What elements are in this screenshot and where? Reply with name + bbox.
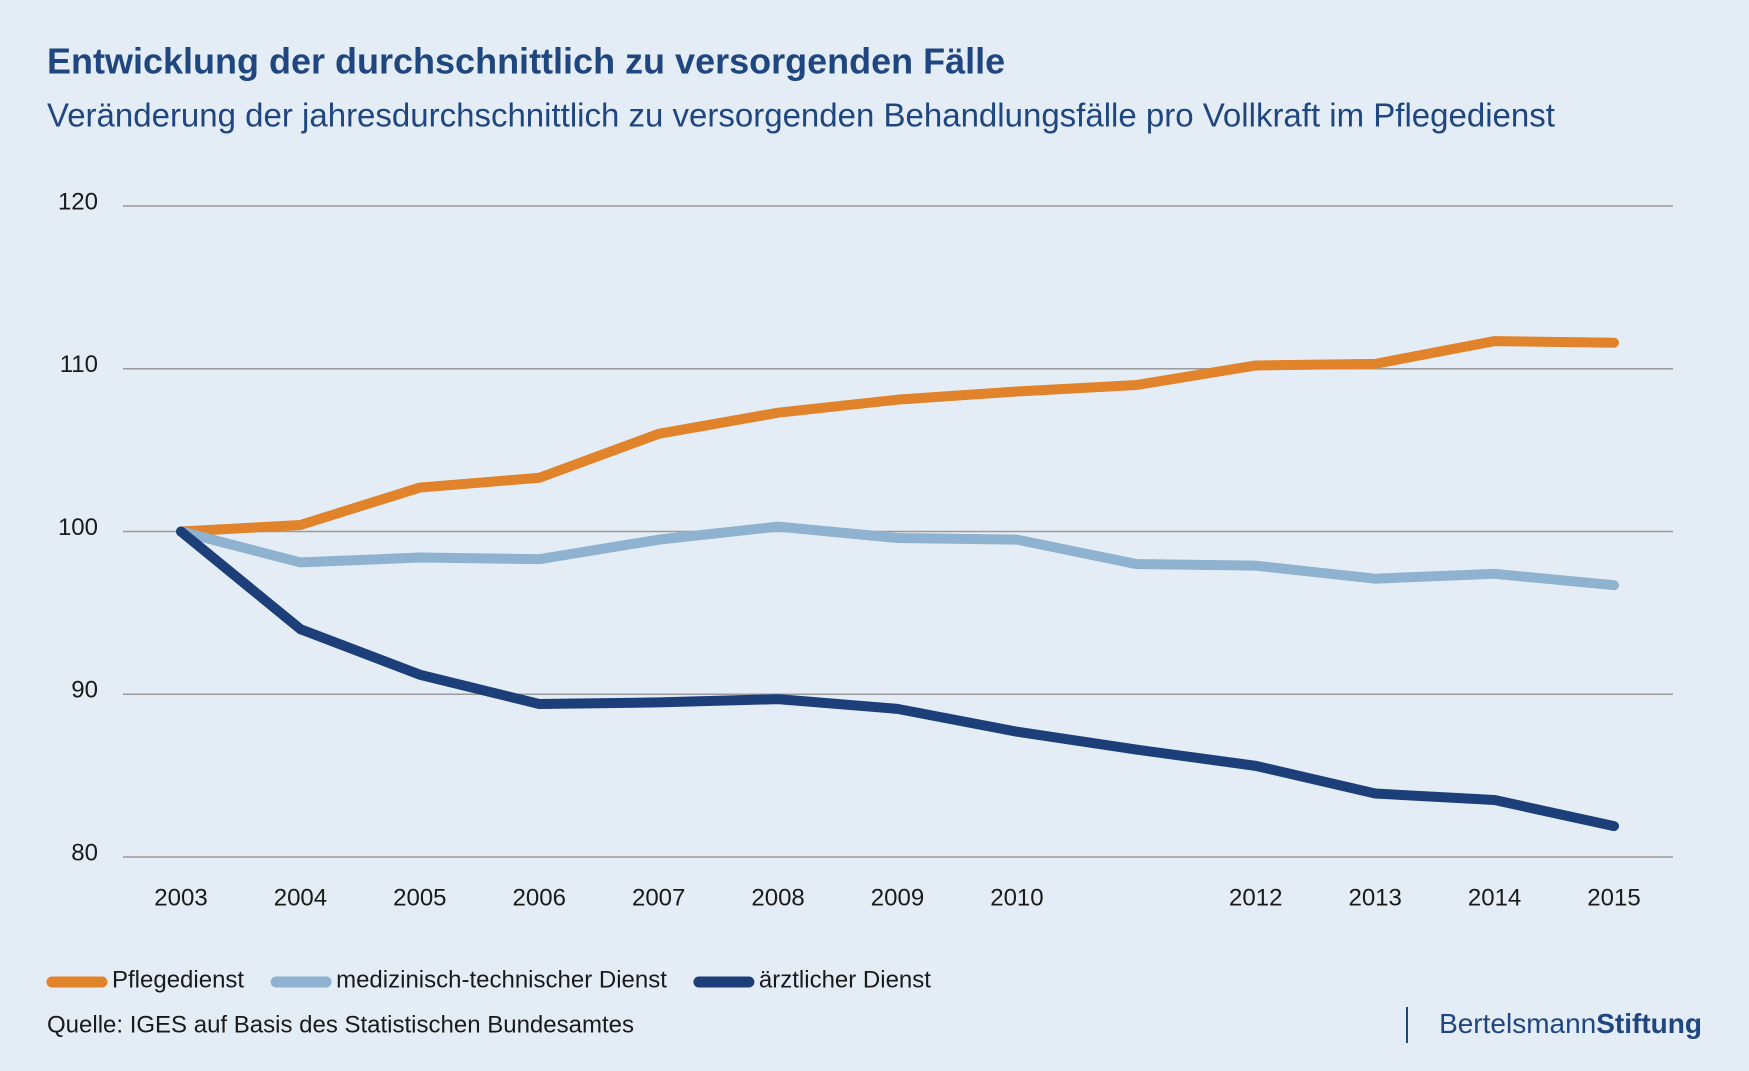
x-tick-label: 2012 — [1229, 884, 1282, 911]
x-tick-label: 2003 — [154, 884, 207, 911]
series-line — [176, 336, 1619, 537]
x-tick-label: 2015 — [1587, 884, 1640, 911]
x-tick-label: 2005 — [393, 884, 446, 911]
x-tick-label: 2006 — [513, 884, 566, 911]
brand: BertelsmannStiftung — [1439, 1008, 1702, 1039]
legend-label: Pflegedienst — [112, 966, 244, 993]
x-tick-label: 2008 — [751, 884, 804, 911]
y-tick-label: 90 — [71, 677, 98, 704]
x-tick-label: 2014 — [1468, 884, 1521, 911]
series-line — [176, 521, 1619, 591]
x-tick-label: 2009 — [871, 884, 924, 911]
y-tick-label: 120 — [58, 188, 98, 215]
y-tick-label: 110 — [60, 351, 98, 378]
chart-title: Entwicklung der durchschnittlich zu vers… — [47, 41, 1005, 82]
brand-name: Bertelsmann — [1439, 1008, 1596, 1039]
brand-suffix: Stiftung — [1596, 1008, 1702, 1039]
x-tick-label: 2004 — [274, 884, 327, 911]
y-tick-label: 80 — [71, 839, 98, 866]
legend-label: medizinisch-technischer Dienst — [336, 966, 667, 993]
x-tick-label: 2010 — [990, 884, 1043, 911]
y-tick-label: 100 — [58, 514, 98, 541]
x-tick-label: 2013 — [1348, 884, 1401, 911]
source: Quelle: IGES auf Basis des Statistischen… — [47, 1011, 634, 1038]
legend-label: ärztlicher Dienst — [759, 966, 931, 993]
chart-subtitle: Veränderung der jahresdurchschnittlich z… — [47, 97, 1555, 134]
series-line — [176, 526, 1619, 832]
x-tick-label: 2007 — [632, 884, 685, 911]
